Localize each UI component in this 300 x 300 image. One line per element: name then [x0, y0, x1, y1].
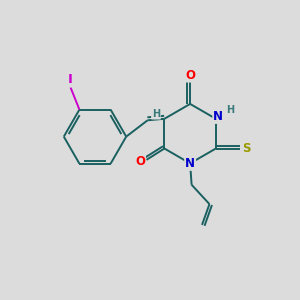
Text: I: I [68, 74, 73, 86]
Text: O: O [135, 155, 145, 168]
Text: H: H [226, 106, 234, 116]
Text: N: N [213, 110, 223, 123]
Text: S: S [242, 142, 251, 155]
Text: O: O [185, 69, 195, 82]
Text: N: N [185, 157, 195, 170]
Text: H: H [152, 109, 160, 119]
